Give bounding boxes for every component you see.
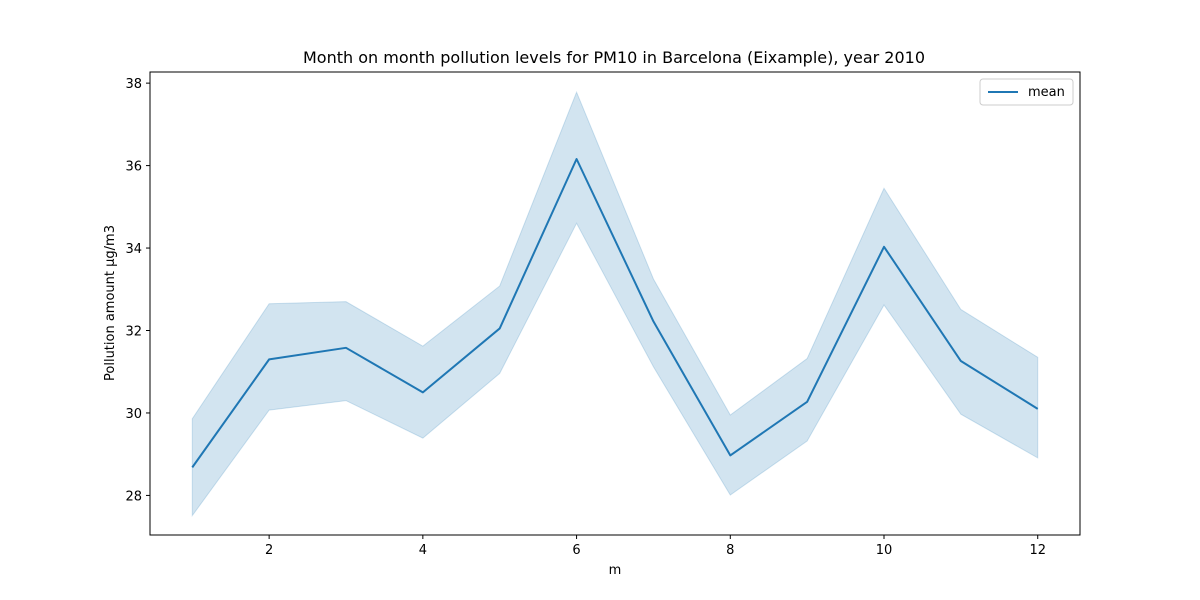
confidence-band [191, 90, 1039, 518]
series-line-mean [191, 157, 1039, 468]
x-axis-label: m [609, 563, 622, 578]
axes-frame [149, 71, 1081, 536]
x-tick-label: 2 [265, 543, 273, 558]
x-tick-label: 4 [419, 543, 427, 558]
chart-title: Month on month pollution levels for PM10… [303, 48, 925, 67]
plot-area: 2 4 6 8 10 12 28 30 32 34 36 38 mean [125, 71, 1081, 558]
y-axis-label: Pollution amount µg/m3 [103, 225, 118, 381]
y-tick-label: 32 [125, 325, 142, 340]
x-tick-label: 6 [572, 543, 580, 558]
y-tick-label: 38 [125, 77, 142, 92]
y-tick-label: 28 [125, 489, 142, 504]
y-tick-label: 30 [125, 407, 142, 422]
x-tick-label: 8 [726, 543, 734, 558]
y-tick-label: 34 [125, 242, 142, 257]
x-tick-label: 10 [876, 543, 893, 558]
y-tick-label: 36 [125, 160, 142, 175]
x-tick-label: 12 [1029, 543, 1046, 558]
legend-label: mean [1028, 85, 1065, 100]
legend-box [979, 78, 1074, 106]
legend: mean [979, 78, 1074, 106]
